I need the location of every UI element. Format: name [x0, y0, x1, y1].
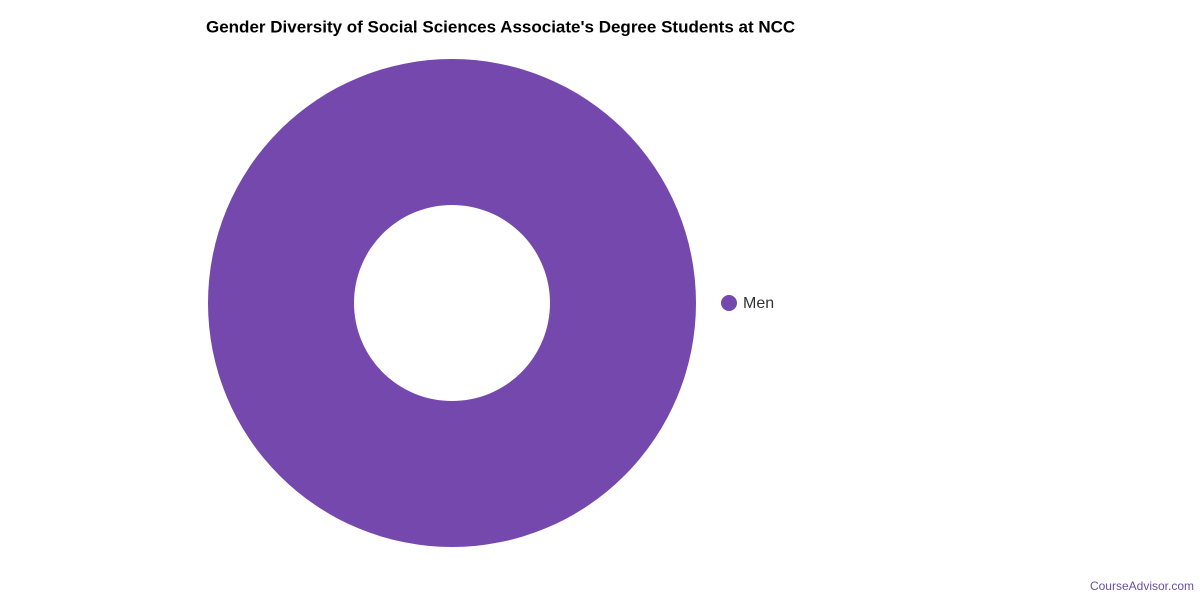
donut-slice	[208, 59, 696, 547]
chart-title: Gender Diversity of Social Sciences Asso…	[206, 17, 795, 36]
legend-marker	[721, 295, 737, 311]
source-credit: CourseAdvisor.com	[1090, 579, 1194, 593]
legend-label: Men	[743, 295, 774, 312]
